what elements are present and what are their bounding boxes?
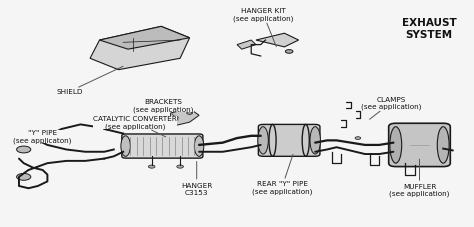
Ellipse shape <box>258 127 268 154</box>
Polygon shape <box>90 27 190 70</box>
Ellipse shape <box>437 127 449 163</box>
Circle shape <box>355 137 361 140</box>
Text: EXHAUST
SYSTEM: EXHAUST SYSTEM <box>401 18 456 40</box>
Text: CATALYTIC CONVERTER
(see application): CATALYTIC CONVERTER (see application) <box>93 116 177 137</box>
Text: "Y" PIPE
(see applicaton): "Y" PIPE (see applicaton) <box>13 129 72 143</box>
Circle shape <box>148 165 155 168</box>
Text: REAR "Y" PIPE
(see application): REAR "Y" PIPE (see application) <box>252 155 312 194</box>
FancyBboxPatch shape <box>258 125 320 157</box>
Polygon shape <box>237 41 256 50</box>
Ellipse shape <box>390 127 401 163</box>
Polygon shape <box>256 34 299 48</box>
Ellipse shape <box>121 136 130 157</box>
Circle shape <box>173 117 178 119</box>
Text: MUFFLER
(see application): MUFFLER (see application) <box>389 159 450 196</box>
FancyBboxPatch shape <box>389 124 450 167</box>
Circle shape <box>17 146 31 153</box>
Ellipse shape <box>310 127 320 154</box>
Polygon shape <box>100 27 190 50</box>
Circle shape <box>17 174 31 180</box>
Text: BRACKETS
(see application): BRACKETS (see application) <box>133 99 194 121</box>
Circle shape <box>285 50 293 54</box>
Circle shape <box>187 112 192 115</box>
Text: HANGER KIT
(see application): HANGER KIT (see application) <box>233 8 293 47</box>
Text: SHIELD: SHIELD <box>56 67 123 95</box>
Polygon shape <box>171 109 199 127</box>
Text: HANGER
C3153: HANGER C3153 <box>181 162 212 195</box>
Text: CLAMPS
(see application): CLAMPS (see application) <box>361 96 421 120</box>
Circle shape <box>177 165 183 168</box>
Ellipse shape <box>194 136 204 157</box>
FancyBboxPatch shape <box>122 134 203 158</box>
